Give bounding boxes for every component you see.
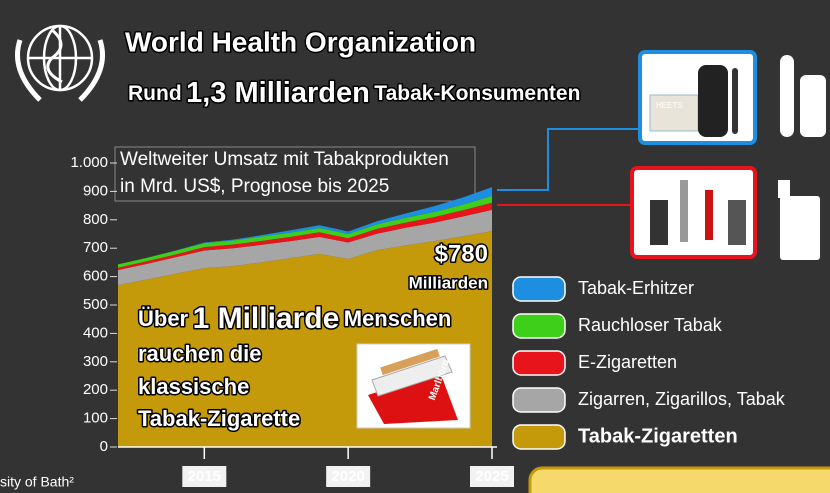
y-tick-label: 600 xyxy=(83,268,108,285)
callout: Über 1 Milliarde Menschen xyxy=(138,302,451,335)
callout: rauchen die xyxy=(138,341,261,366)
x-tick-label: 2015 xyxy=(188,468,221,485)
x-tick-label: 2020 xyxy=(331,468,364,485)
ecig-picture xyxy=(632,168,755,257)
y-tick-label: 100 xyxy=(83,410,108,427)
source: sity of Bath² xyxy=(0,474,74,490)
legend-label: Tabak-Erhitzer xyxy=(578,278,694,298)
callout: klassische xyxy=(138,374,249,399)
infographic: World Health Organization Rund 1,3 Milli… xyxy=(0,0,830,493)
subtitle-part: 1,3 Milliarden xyxy=(186,77,370,109)
y-tick-label: 0 xyxy=(100,438,108,455)
callout-part: Über xyxy=(138,306,189,331)
y-tick-label: 400 xyxy=(83,324,108,341)
subtitle-part: Tabak-Konsumenten xyxy=(374,82,580,105)
legend-label: Rauchloser Tabak xyxy=(578,315,723,335)
iqos-picture: IQOS HEETS xyxy=(640,52,755,143)
title: World Health Organization xyxy=(125,26,476,57)
legend-swatch xyxy=(513,314,565,338)
legend-swatch xyxy=(513,425,565,449)
legend-label: Tabak-Zigaretten xyxy=(578,425,738,447)
chart-title: Weltweiter Umsatz mit Tabakprodukten xyxy=(120,149,449,170)
legend-swatch xyxy=(513,388,565,412)
legend-swatch xyxy=(513,277,565,301)
y-tick-label: 900 xyxy=(83,182,108,199)
callout-part: Menschen xyxy=(344,306,452,331)
legend-label: Zigarren, Zigarillos, Tabak xyxy=(578,389,786,409)
y-tick-label: 1.000 xyxy=(70,154,108,171)
y-tick-label: 500 xyxy=(83,296,108,313)
heets-label: HEETS xyxy=(656,101,683,110)
subtitle: Rund 1,3 Milliarden Tabak-Konsumenten xyxy=(128,77,580,109)
subtitle-part: Rund xyxy=(128,82,182,105)
y-tick-label: 300 xyxy=(83,353,108,370)
y-tick-label: 200 xyxy=(83,381,108,398)
legend-swatch xyxy=(513,351,565,375)
callout: Tabak-Zigarette xyxy=(138,406,300,431)
y-tick-label: 800 xyxy=(83,211,108,228)
x-tick-label: 2025 xyxy=(475,468,508,485)
iqos-label: IQOS xyxy=(650,64,683,79)
cigarette-pack: Marlboro xyxy=(357,344,470,428)
legend-label: E-Zigaretten xyxy=(578,352,677,372)
annotation: Milliarden xyxy=(409,273,488,292)
callout-part: 1 Milliarde xyxy=(193,302,340,335)
chart-title: in Mrd. US$, Prognose bis 2025 xyxy=(120,176,389,197)
annotation: $780 xyxy=(435,240,488,267)
y-tick-label: 700 xyxy=(83,239,108,256)
info-box xyxy=(530,468,830,493)
